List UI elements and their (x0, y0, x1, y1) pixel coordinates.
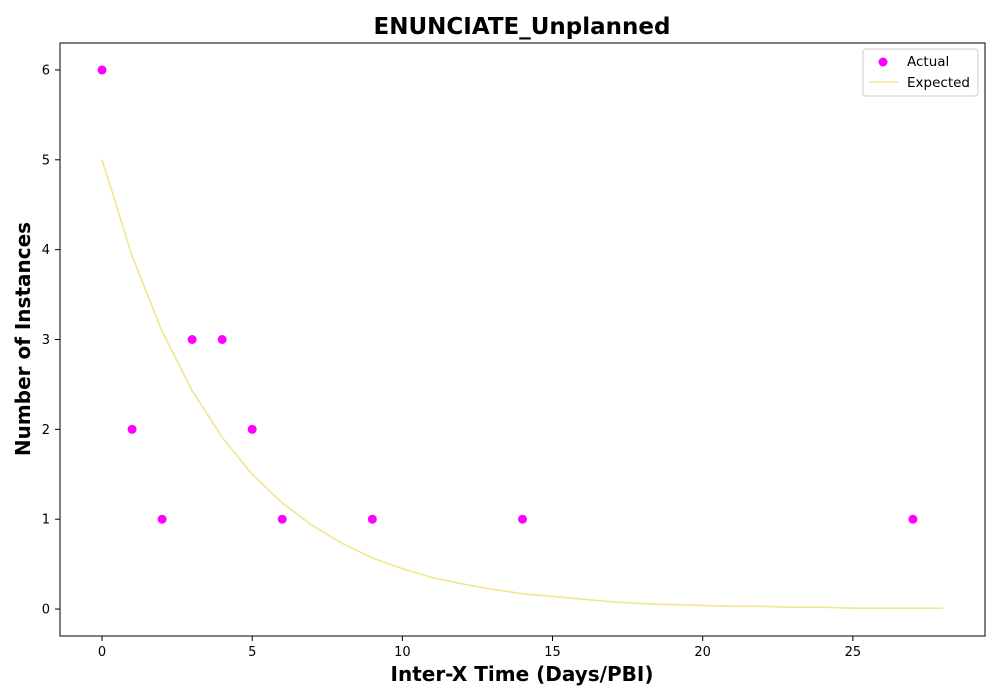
x-tick-label: 0 (98, 645, 106, 660)
y-tick-label: 2 (42, 423, 50, 438)
x-tick-label: 5 (248, 645, 256, 660)
y-tick-label: 4 (42, 243, 50, 258)
y-tick-label: 5 (42, 153, 50, 168)
legend-marker-actual (878, 57, 888, 67)
plot-area (59, 42, 986, 637)
legend: Actual Expected (862, 48, 979, 97)
y-tick-label: 0 (42, 603, 50, 618)
data-point-actual (908, 514, 918, 524)
x-axis-title: Inter-X Time (Days/PBI) (391, 662, 654, 686)
y-tick-label: 3 (42, 333, 50, 348)
y-axis-ticks: 0 1 2 3 4 5 6 (42, 63, 60, 618)
legend-label-expected: Expected (907, 75, 970, 91)
x-axis-ticks: 0 5 10 15 20 25 (98, 636, 861, 660)
x-tick-label: 25 (845, 645, 862, 660)
data-point-actual (247, 424, 257, 434)
data-point-actual (157, 514, 167, 524)
data-point-actual (127, 424, 137, 434)
data-point-actual (187, 335, 197, 344)
series-line-expected (101, 159, 943, 609)
y-axis-title: Number of Instances (11, 222, 35, 456)
x-tick-label: 20 (694, 645, 711, 660)
legend-frame (862, 48, 979, 97)
series-layer (97, 65, 943, 609)
chart-title: ENUNCIATE_Unplanned (374, 14, 671, 40)
data-point-actual (217, 335, 227, 344)
data-point-actual (367, 514, 377, 524)
x-tick-label: 10 (394, 645, 411, 660)
x-tick-label: 15 (544, 645, 561, 660)
data-point-actual (277, 514, 287, 524)
data-point-actual (97, 65, 107, 75)
data-point-actual (518, 514, 527, 524)
y-tick-label: 1 (42, 513, 50, 528)
legend-label-actual: Actual (907, 54, 949, 70)
y-tick-label: 6 (42, 63, 50, 78)
